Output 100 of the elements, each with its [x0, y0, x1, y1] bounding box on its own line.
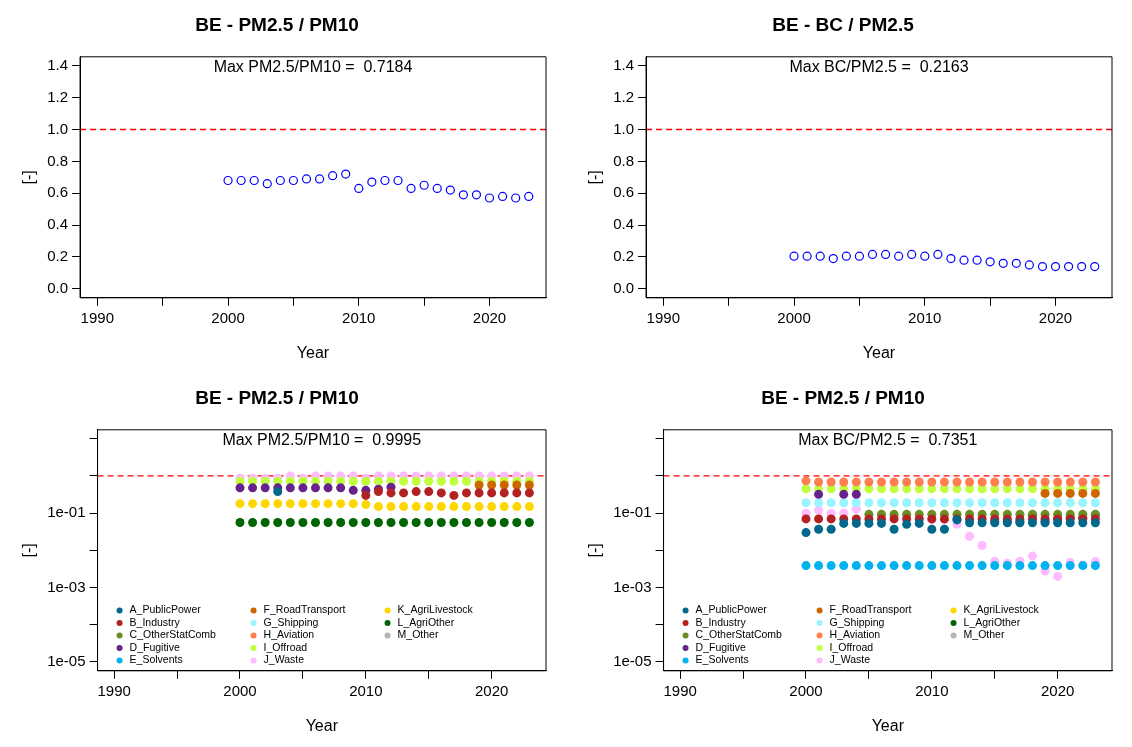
point	[248, 483, 258, 493]
point	[512, 502, 522, 512]
point	[1065, 498, 1075, 508]
legend-label: G_Shipping	[263, 615, 319, 628]
point	[386, 518, 396, 528]
point	[927, 524, 937, 534]
legend-label: B_Industry	[129, 615, 181, 628]
y-tick-label: 0.0	[47, 279, 69, 297]
x-tick-label: 2020	[472, 308, 507, 326]
point	[235, 518, 245, 528]
legend-label: A_PublicPower	[695, 603, 768, 616]
y-tick-label: 1.4	[47, 55, 69, 73]
point	[1065, 477, 1075, 487]
legend-label: H_Aviation	[829, 628, 881, 641]
point	[223, 175, 233, 186]
point	[1078, 498, 1088, 508]
point	[839, 561, 849, 571]
point	[471, 190, 482, 200]
point	[1002, 477, 1012, 487]
point	[802, 251, 812, 261]
legend-label: J_Waste	[263, 653, 305, 666]
point	[801, 561, 811, 571]
point	[1040, 488, 1050, 498]
x-tick-label: 1990	[97, 681, 131, 699]
point	[1065, 488, 1075, 498]
point	[851, 498, 861, 508]
point	[939, 561, 949, 571]
y-axis-title: [-]	[20, 543, 38, 558]
point	[301, 174, 312, 184]
point	[386, 488, 396, 498]
point	[939, 498, 949, 508]
point	[424, 502, 434, 512]
point	[990, 477, 1000, 487]
point	[373, 476, 383, 486]
point	[1053, 488, 1063, 498]
point	[789, 251, 799, 261]
point	[373, 502, 383, 512]
chart-title: BE - PM2.5 / PM10	[761, 386, 925, 408]
point	[424, 487, 434, 497]
point	[939, 477, 949, 487]
point	[348, 499, 358, 509]
point	[512, 518, 522, 528]
point	[826, 561, 836, 571]
point	[1040, 561, 1050, 571]
legend-label: I_Offroad	[829, 640, 874, 653]
point	[436, 502, 446, 512]
y-tick-label: 0.2	[613, 247, 635, 265]
legend-label: G_Shipping	[829, 615, 885, 628]
point	[933, 249, 943, 260]
x-tick-label: 2020	[1040, 681, 1075, 699]
point	[461, 518, 471, 528]
y-tick-label: 1e-01	[613, 503, 652, 521]
y-tick-label: 1e-05	[613, 652, 652, 670]
chart-title: BE - BC / PM2.5	[772, 13, 915, 35]
point	[348, 485, 358, 495]
point	[977, 477, 987, 487]
x-tick-label: 2010	[349, 681, 383, 699]
legend-label: D_Fugitive	[129, 640, 180, 653]
y-axis-title: [-]	[586, 543, 604, 558]
point	[260, 483, 270, 493]
point	[386, 502, 396, 512]
x-axis-title: Year	[862, 343, 896, 361]
point	[965, 477, 975, 487]
point	[814, 505, 824, 515]
point	[341, 169, 351, 179]
point	[512, 488, 522, 498]
legend-label: M_Other	[397, 628, 439, 641]
point	[436, 476, 446, 486]
x-tick-label: 2010	[915, 681, 949, 699]
point	[487, 502, 497, 512]
legend-label: M_Other	[963, 628, 1005, 641]
point	[432, 183, 442, 194]
y-tick-label: 1.4	[613, 55, 635, 73]
point	[907, 249, 917, 260]
point	[436, 488, 446, 498]
x-tick-label: 2020	[474, 681, 509, 699]
point	[867, 249, 878, 260]
point	[828, 253, 838, 264]
point	[1053, 571, 1063, 581]
point	[839, 518, 849, 528]
point	[927, 477, 937, 487]
point	[1078, 477, 1088, 487]
point	[298, 499, 308, 509]
x-tick-label: 1990	[80, 308, 114, 326]
point	[348, 476, 358, 486]
point	[914, 498, 924, 508]
point	[1027, 477, 1037, 487]
point	[914, 561, 924, 571]
point	[1011, 258, 1021, 268]
point	[361, 500, 371, 510]
legend-label: K_AgriLivestock	[397, 603, 474, 616]
point	[902, 519, 912, 529]
point	[361, 490, 371, 500]
point	[1077, 261, 1087, 272]
point	[1027, 498, 1037, 508]
point	[449, 502, 459, 512]
legend-label: E_Solvents	[129, 653, 183, 666]
legend-label: F_RoadTransport	[829, 603, 912, 616]
point	[1053, 498, 1063, 508]
point	[952, 477, 962, 487]
